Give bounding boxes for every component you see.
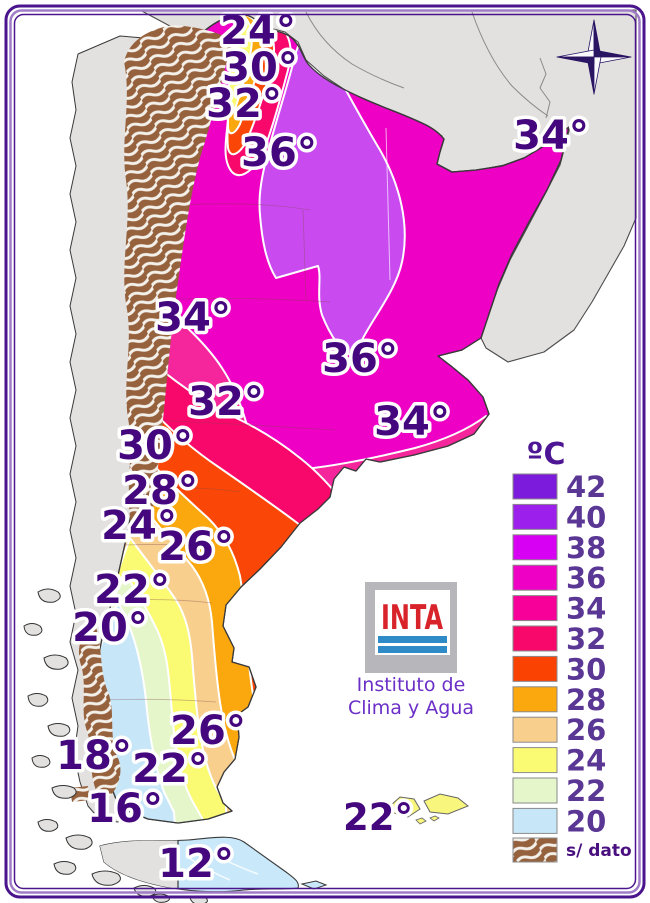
- temperature-label: 16°: [87, 786, 163, 832]
- legend-value-22: 22: [566, 774, 606, 808]
- legend-swatch-22: [512, 777, 558, 804]
- legend-value-28: 28: [566, 683, 606, 717]
- nw-band-24: [226, 14, 253, 114]
- logo-bar-bottom: [378, 646, 447, 653]
- isla-de-los-estados: [300, 880, 328, 890]
- isotherm-region-20: [97, 601, 181, 823]
- logo-acronym-text: INTA: [381, 598, 443, 638]
- legend-swatch-32: [512, 625, 558, 652]
- logo-white-panel: [375, 590, 450, 655]
- page-frame: [4, 4, 646, 899]
- legend-swatch-42: [512, 473, 558, 500]
- frame-outer: [4, 4, 646, 899]
- bolivia-paraguay-border: [305, 11, 405, 89]
- legend-swatch-20: [512, 807, 558, 834]
- legend-value-26: 26: [566, 713, 606, 747]
- inta-logo: INTA Instituto de Clima y Agua: [348, 582, 474, 719]
- temperature-label: 32°: [188, 379, 264, 425]
- temperature-label: 36°: [322, 336, 398, 382]
- andes-no-data-south: [78, 618, 121, 796]
- frame-middle: [9, 9, 641, 894]
- temperature-label: 30°: [222, 45, 298, 91]
- legend-swatch-36: [512, 564, 558, 591]
- legend-value-36: 36: [566, 561, 606, 595]
- temperature-label: 34°: [374, 399, 450, 445]
- legend-swatch-38: [512, 534, 558, 561]
- fjord-islands: [23, 588, 208, 903]
- legend-value-42: 42: [566, 470, 606, 504]
- temperature-label: 18°: [56, 733, 132, 779]
- logo-caption-line1: Instituto de: [357, 674, 466, 696]
- province-borders: [99, 203, 336, 703]
- legend-no-data-swatch: [512, 837, 558, 863]
- temperature-label: 30°: [117, 423, 193, 469]
- temperature-label: 20°: [72, 605, 148, 651]
- legend-swatch-30: [512, 655, 558, 682]
- temperature-label: 24°: [220, 8, 296, 54]
- temperature-label: 26°: [170, 708, 246, 754]
- white-province-line: [385, 127, 391, 281]
- legend-swatch-34: [512, 595, 558, 622]
- paraguay-brazil-border: [471, 11, 549, 117]
- legend-value-24: 24: [566, 744, 606, 778]
- legend-value-30: 30: [566, 652, 606, 686]
- isotherm-band-36-38: [258, 19, 406, 357]
- temperature-label: 24°: [101, 503, 177, 549]
- legend-swatch-40: [512, 503, 558, 530]
- legend-value-40: 40: [566, 500, 606, 534]
- temperature-label: 22°: [132, 746, 208, 792]
- parana-river: [539, 57, 551, 119]
- logo-caption-line2: Clima y Agua: [348, 697, 474, 719]
- legend-swatch-24: [512, 747, 558, 774]
- temperature-label: 22°: [94, 567, 170, 613]
- compass-rose-icon: [556, 19, 632, 95]
- temperature-label: 36°: [241, 130, 317, 176]
- legend-no-data-label: s/ dato: [566, 841, 632, 861]
- malvinas-islets: [415, 815, 440, 825]
- legend-swatch-28: [512, 686, 558, 713]
- temperature-label: 32°: [206, 81, 282, 127]
- temperature-label: 12°: [158, 841, 234, 887]
- legend-value-32: 32: [566, 622, 606, 656]
- logo-bar-top: [378, 636, 447, 643]
- tdf-isoline: [185, 845, 259, 881]
- temperature-label: 22°: [343, 796, 413, 839]
- frame-inner: [13, 13, 637, 890]
- temperature-labels: 24°30°32°36° 34°34°36°32° 34°30°28°24°26°2…: [53, 5, 593, 891]
- malvinas-east: [423, 793, 469, 815]
- temperature-label: 34°: [513, 113, 589, 159]
- malvinas-west: [389, 796, 421, 818]
- legend-value-20: 20: [566, 804, 606, 838]
- temperature-label: 34°: [155, 295, 231, 341]
- malvinas-islands: [389, 793, 469, 825]
- temperature-label: 26°: [158, 524, 234, 570]
- legend-value-38: 38: [566, 531, 606, 565]
- legend-swatch-26: [512, 716, 558, 743]
- legend-value-34: 34: [566, 592, 606, 626]
- temperature-label: 28°: [122, 468, 198, 514]
- chilean-fjord-islands: [23, 588, 208, 903]
- andes-no-data-north: [124, 25, 232, 530]
- legend-unit-title: ºC: [527, 437, 566, 472]
